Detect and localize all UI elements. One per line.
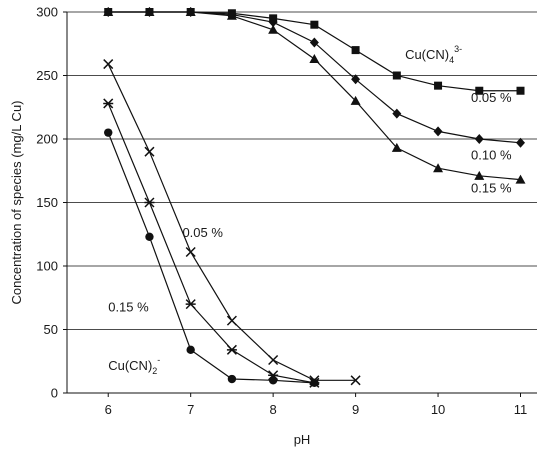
annotation-superscript: - (157, 355, 160, 365)
data-point-x (185, 246, 196, 258)
data-point-triangle (226, 10, 237, 20)
data-point-triangle (350, 95, 361, 105)
data-point-x (144, 146, 155, 157)
y-axis-label: Concentration of species (mg/L Cu) (9, 100, 24, 304)
annotation-text: 0.05 % (471, 90, 512, 105)
x-tick-label: 7 (187, 402, 194, 417)
series-x (103, 59, 361, 386)
series-triangle (103, 7, 526, 184)
data-point-triangle (391, 142, 402, 152)
data-point-x (103, 59, 114, 70)
annotation-label: 0.15 % (471, 180, 512, 195)
data-point-star (103, 98, 114, 109)
series-circle (104, 128, 319, 388)
series-line (108, 11, 521, 144)
series-line (108, 11, 521, 181)
data-point-star (144, 197, 155, 208)
series-line (107, 132, 315, 384)
annotation-text: 0.15 % (471, 180, 512, 195)
y-tick-label: 300 (36, 5, 58, 20)
data-point-circle (227, 374, 237, 384)
data-point-triangle (268, 24, 279, 34)
data-point-circle (145, 232, 154, 241)
annotation-label: 0.10 % (471, 147, 512, 162)
data-point-diamond (268, 17, 278, 28)
x-tick-label: 11 (514, 402, 528, 417)
data-point-diamond (392, 108, 402, 119)
data-point-diamond (351, 74, 361, 85)
data-point-star (185, 299, 196, 310)
annotation-label: 0.05 % (471, 90, 512, 105)
data-point-diamond (309, 37, 319, 48)
x-tick-label: 10 (431, 402, 445, 417)
data-point-diamond (433, 126, 443, 137)
annotation-text: Cu(CN) (108, 358, 152, 373)
x-tick-label: 9 (352, 402, 359, 417)
x-axis-label: pH (294, 432, 311, 447)
data-point-square (475, 86, 484, 95)
data-point-triangle (515, 174, 526, 184)
data-point-triangle (309, 53, 320, 63)
data-point-diamond (516, 137, 526, 148)
data-point-circle (186, 345, 195, 355)
data-point-square (392, 71, 401, 80)
y-tick-label: 200 (36, 132, 58, 147)
y-tick-label: 250 (36, 68, 58, 83)
annotation-text: 0.10 % (471, 147, 512, 162)
series-group (103, 7, 526, 388)
data-point-square (516, 86, 525, 95)
data-point-diamond (474, 134, 484, 144)
annotation-subscript: 2 (152, 366, 157, 376)
y-tick-label: 150 (36, 195, 58, 210)
data-point-square (351, 46, 360, 55)
data-point-triangle (144, 7, 155, 16)
annotation-label: Cu(CN)43- (405, 44, 462, 65)
data-point-circle (268, 376, 278, 385)
annotation-text: 0.05 % (182, 225, 223, 240)
y-tick-label: 50 (44, 322, 58, 337)
y-tick-label: 100 (36, 259, 58, 274)
annotation-text: Cu(CN) (405, 47, 449, 62)
data-point-x (268, 354, 279, 366)
annotation-label: Cu(CN)2- (108, 355, 160, 376)
series-star (103, 98, 320, 388)
data-point-circle (310, 378, 319, 388)
annotation-superscript: 3- (454, 44, 462, 54)
axes (63, 11, 537, 397)
annotation-text: 0.15 % (108, 300, 149, 315)
data-point-x (226, 315, 237, 326)
y-tick-label: 0 (51, 386, 58, 401)
tick-labels: 0 50 100 150 200 250 300 6 7 8 9 10 11 (36, 5, 527, 418)
y-gridlines (67, 11, 537, 330)
data-point-circle (104, 128, 113, 137)
data-point-x (350, 375, 361, 386)
data-point-star (226, 344, 237, 355)
annotation-label: 0.15 % (108, 300, 149, 315)
data-point-square (310, 20, 319, 29)
data-point-square (434, 81, 443, 90)
data-point-triangle (433, 163, 444, 173)
series-line (107, 63, 356, 381)
data-point-triangle (185, 7, 196, 16)
data-point-triangle (103, 7, 114, 16)
annotations: Cu(CN)43-0.05 %0.10 %0.15 %0.05 %0.15 %C… (108, 44, 512, 376)
series-line (107, 103, 315, 384)
annotation-label: 0.05 % (182, 225, 223, 240)
data-point-triangle (474, 170, 485, 180)
annotation-subscript: 4 (449, 55, 454, 65)
x-tick-label: 8 (270, 402, 277, 417)
x-tick-label: 6 (105, 402, 112, 417)
